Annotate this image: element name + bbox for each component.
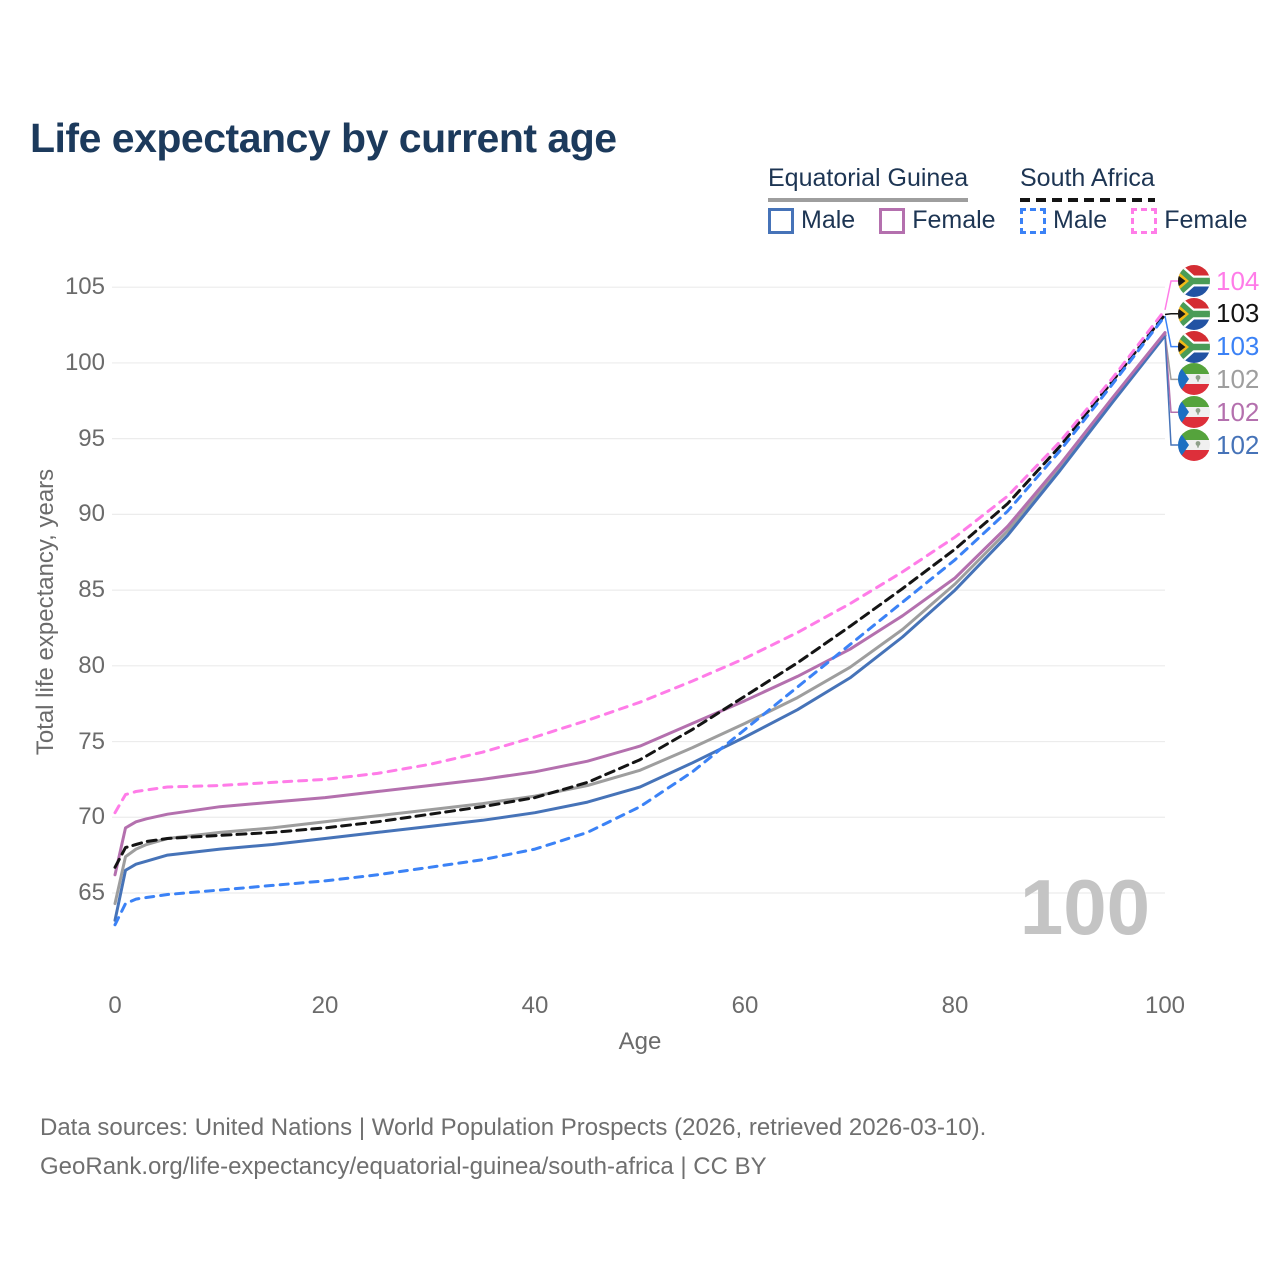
sa-total-line[interactable] xyxy=(113,313,1167,869)
x-axis-title: Age xyxy=(618,1028,662,1055)
legend-swatch-eg-male[interactable] xyxy=(768,207,794,234)
eg-female-line[interactable] xyxy=(113,331,1167,877)
solid-line-key xyxy=(768,198,969,202)
y-tick-label: 95 xyxy=(78,424,105,452)
sa-male-end-label: 103 xyxy=(1178,330,1260,363)
y-tick-label: 75 xyxy=(78,727,105,755)
sa-female-end-label: 104 xyxy=(1178,265,1259,297)
eg-male-end-label: 102 xyxy=(1178,429,1259,461)
legend-group-equatorial-guinea: Equatorial Guinea Male Female xyxy=(768,164,996,234)
sa-male-leader-line xyxy=(1164,315,1178,348)
sa-total-end-label: 103 xyxy=(1178,297,1260,330)
end-value-label: 103 xyxy=(1216,331,1260,362)
eg-female-end-label: 102 xyxy=(1178,396,1260,429)
y-tick-label: 85 xyxy=(78,576,105,604)
equatorial-guinea-flag-icon xyxy=(1178,429,1210,461)
x-tick-label: 80 xyxy=(941,992,969,1019)
x-tick-label: 0 xyxy=(108,992,122,1019)
y-tick-label: 105 xyxy=(64,273,105,301)
legend-item-sa-female[interactable]: Female xyxy=(1164,206,1248,234)
equatorial-guinea-flag-icon xyxy=(1178,363,1210,396)
legend-country-title[interactable]: Equatorial Guinea xyxy=(768,164,969,192)
legend-swatch-eg-female[interactable] xyxy=(879,207,906,234)
sa-total-leader-line xyxy=(1164,313,1178,316)
eg-male-leader-line xyxy=(1164,335,1178,446)
y-tick-label: 100 xyxy=(64,348,105,376)
x-tick-label: 20 xyxy=(311,992,339,1019)
y-tick-label: 90 xyxy=(78,500,105,528)
end-value-label: 104 xyxy=(1216,265,1260,296)
end-value-label: 102 xyxy=(1216,363,1260,394)
south-africa-flag-icon xyxy=(1178,330,1210,363)
sa-female-line[interactable] xyxy=(113,308,1167,815)
legend-swatch-sa-female[interactable] xyxy=(1131,207,1158,234)
end-value-label: 102 xyxy=(1216,429,1260,460)
page-title: Life expectancy by current age xyxy=(30,115,617,162)
eg-male-line[interactable] xyxy=(113,334,1167,922)
south-africa-flag-icon xyxy=(1178,265,1210,297)
y-tick-label: 70 xyxy=(78,803,105,831)
attribution-line: GeoRank.org/life-expectancy/equatorial-g… xyxy=(40,1153,767,1180)
sa-female-leader-line xyxy=(1164,280,1178,311)
footer: Data sources: United Nations | World Pop… xyxy=(40,1108,986,1186)
end-value-label: 103 xyxy=(1216,298,1260,329)
equatorial-guinea-flag-icon xyxy=(1178,396,1210,429)
legend-swatch-sa-male[interactable] xyxy=(1020,207,1046,234)
x-tick-label: 60 xyxy=(731,992,759,1019)
legend-country-title[interactable]: South Africa xyxy=(1020,164,1155,192)
y-axis-title: Total life expectancy, years xyxy=(32,468,59,756)
sa-male-line[interactable] xyxy=(113,314,1167,927)
eg-total-line[interactable] xyxy=(113,332,1167,906)
end-value-label: 102 xyxy=(1216,396,1260,427)
legend-item-eg-female[interactable]: Female xyxy=(912,206,996,234)
y-tick-label: 80 xyxy=(78,651,105,679)
legend-item-sa-male[interactable]: Male xyxy=(1053,206,1108,234)
age-watermark: 100 xyxy=(1019,863,1150,951)
x-tick-label: 100 xyxy=(1144,992,1186,1019)
dashed-line-key xyxy=(1020,198,1155,202)
legend-group-south-africa: South Africa Male Female xyxy=(1020,164,1248,234)
data-sources-line: Data sources: United Nations | World Pop… xyxy=(40,1114,987,1141)
x-tick-label: 40 xyxy=(521,992,549,1019)
eg-total-end-label: 102 xyxy=(1178,363,1260,396)
south-africa-flag-icon xyxy=(1178,297,1210,330)
legend-item-eg-male[interactable]: Male xyxy=(801,206,856,234)
y-tick-label: 65 xyxy=(78,879,105,906)
